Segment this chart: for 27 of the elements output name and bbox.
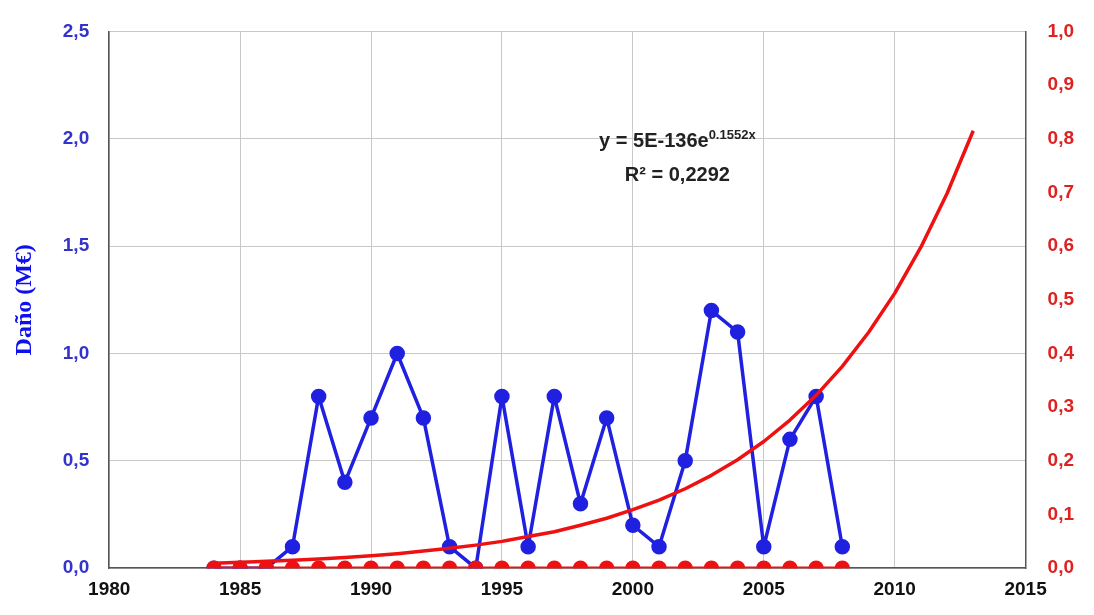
x-tick-label: 2000	[611, 577, 654, 599]
x-tick-label: 2005	[742, 577, 786, 599]
x-tick-label: 1980	[88, 577, 131, 599]
x-tick-label: 2015	[1004, 577, 1048, 599]
y-tick-label: 0,5	[62, 449, 90, 471]
y2-tick-label: 0,6	[1047, 234, 1075, 256]
y2-tick-label: 0,8	[1047, 126, 1075, 148]
y2-tick-label: 0,0	[1047, 556, 1075, 578]
y-tick-label: 0,0	[62, 556, 90, 578]
y-axis-title: Daño (M€)	[9, 244, 36, 356]
y2-tick-label: 0,1	[1047, 502, 1075, 524]
y2-tick-label: 0,2	[1047, 449, 1075, 471]
x-tick-label: 1990	[349, 577, 393, 599]
y-tick-label: 1,0	[62, 341, 90, 363]
y-tick-label: 2,5	[62, 19, 90, 41]
y2-tick-label: 0,4	[1047, 341, 1075, 363]
y-tick-label: 2,0	[62, 126, 90, 148]
y2-tick-label: 0,5	[1047, 288, 1075, 310]
x-tick-label: 1995	[480, 577, 524, 599]
x-tick-label: 2010	[873, 577, 916, 599]
y2-tick-label: 1,0	[1047, 19, 1075, 41]
x-tick-label: 1985	[218, 577, 262, 599]
annotation: R² = 0,2292	[624, 163, 730, 186]
y-tick-label: 1,5	[62, 234, 90, 256]
y2-tick-label: 0,3	[1047, 395, 1075, 417]
y2-tick-label: 0,7	[1047, 180, 1075, 202]
y2-tick-label: 0,9	[1047, 73, 1075, 95]
